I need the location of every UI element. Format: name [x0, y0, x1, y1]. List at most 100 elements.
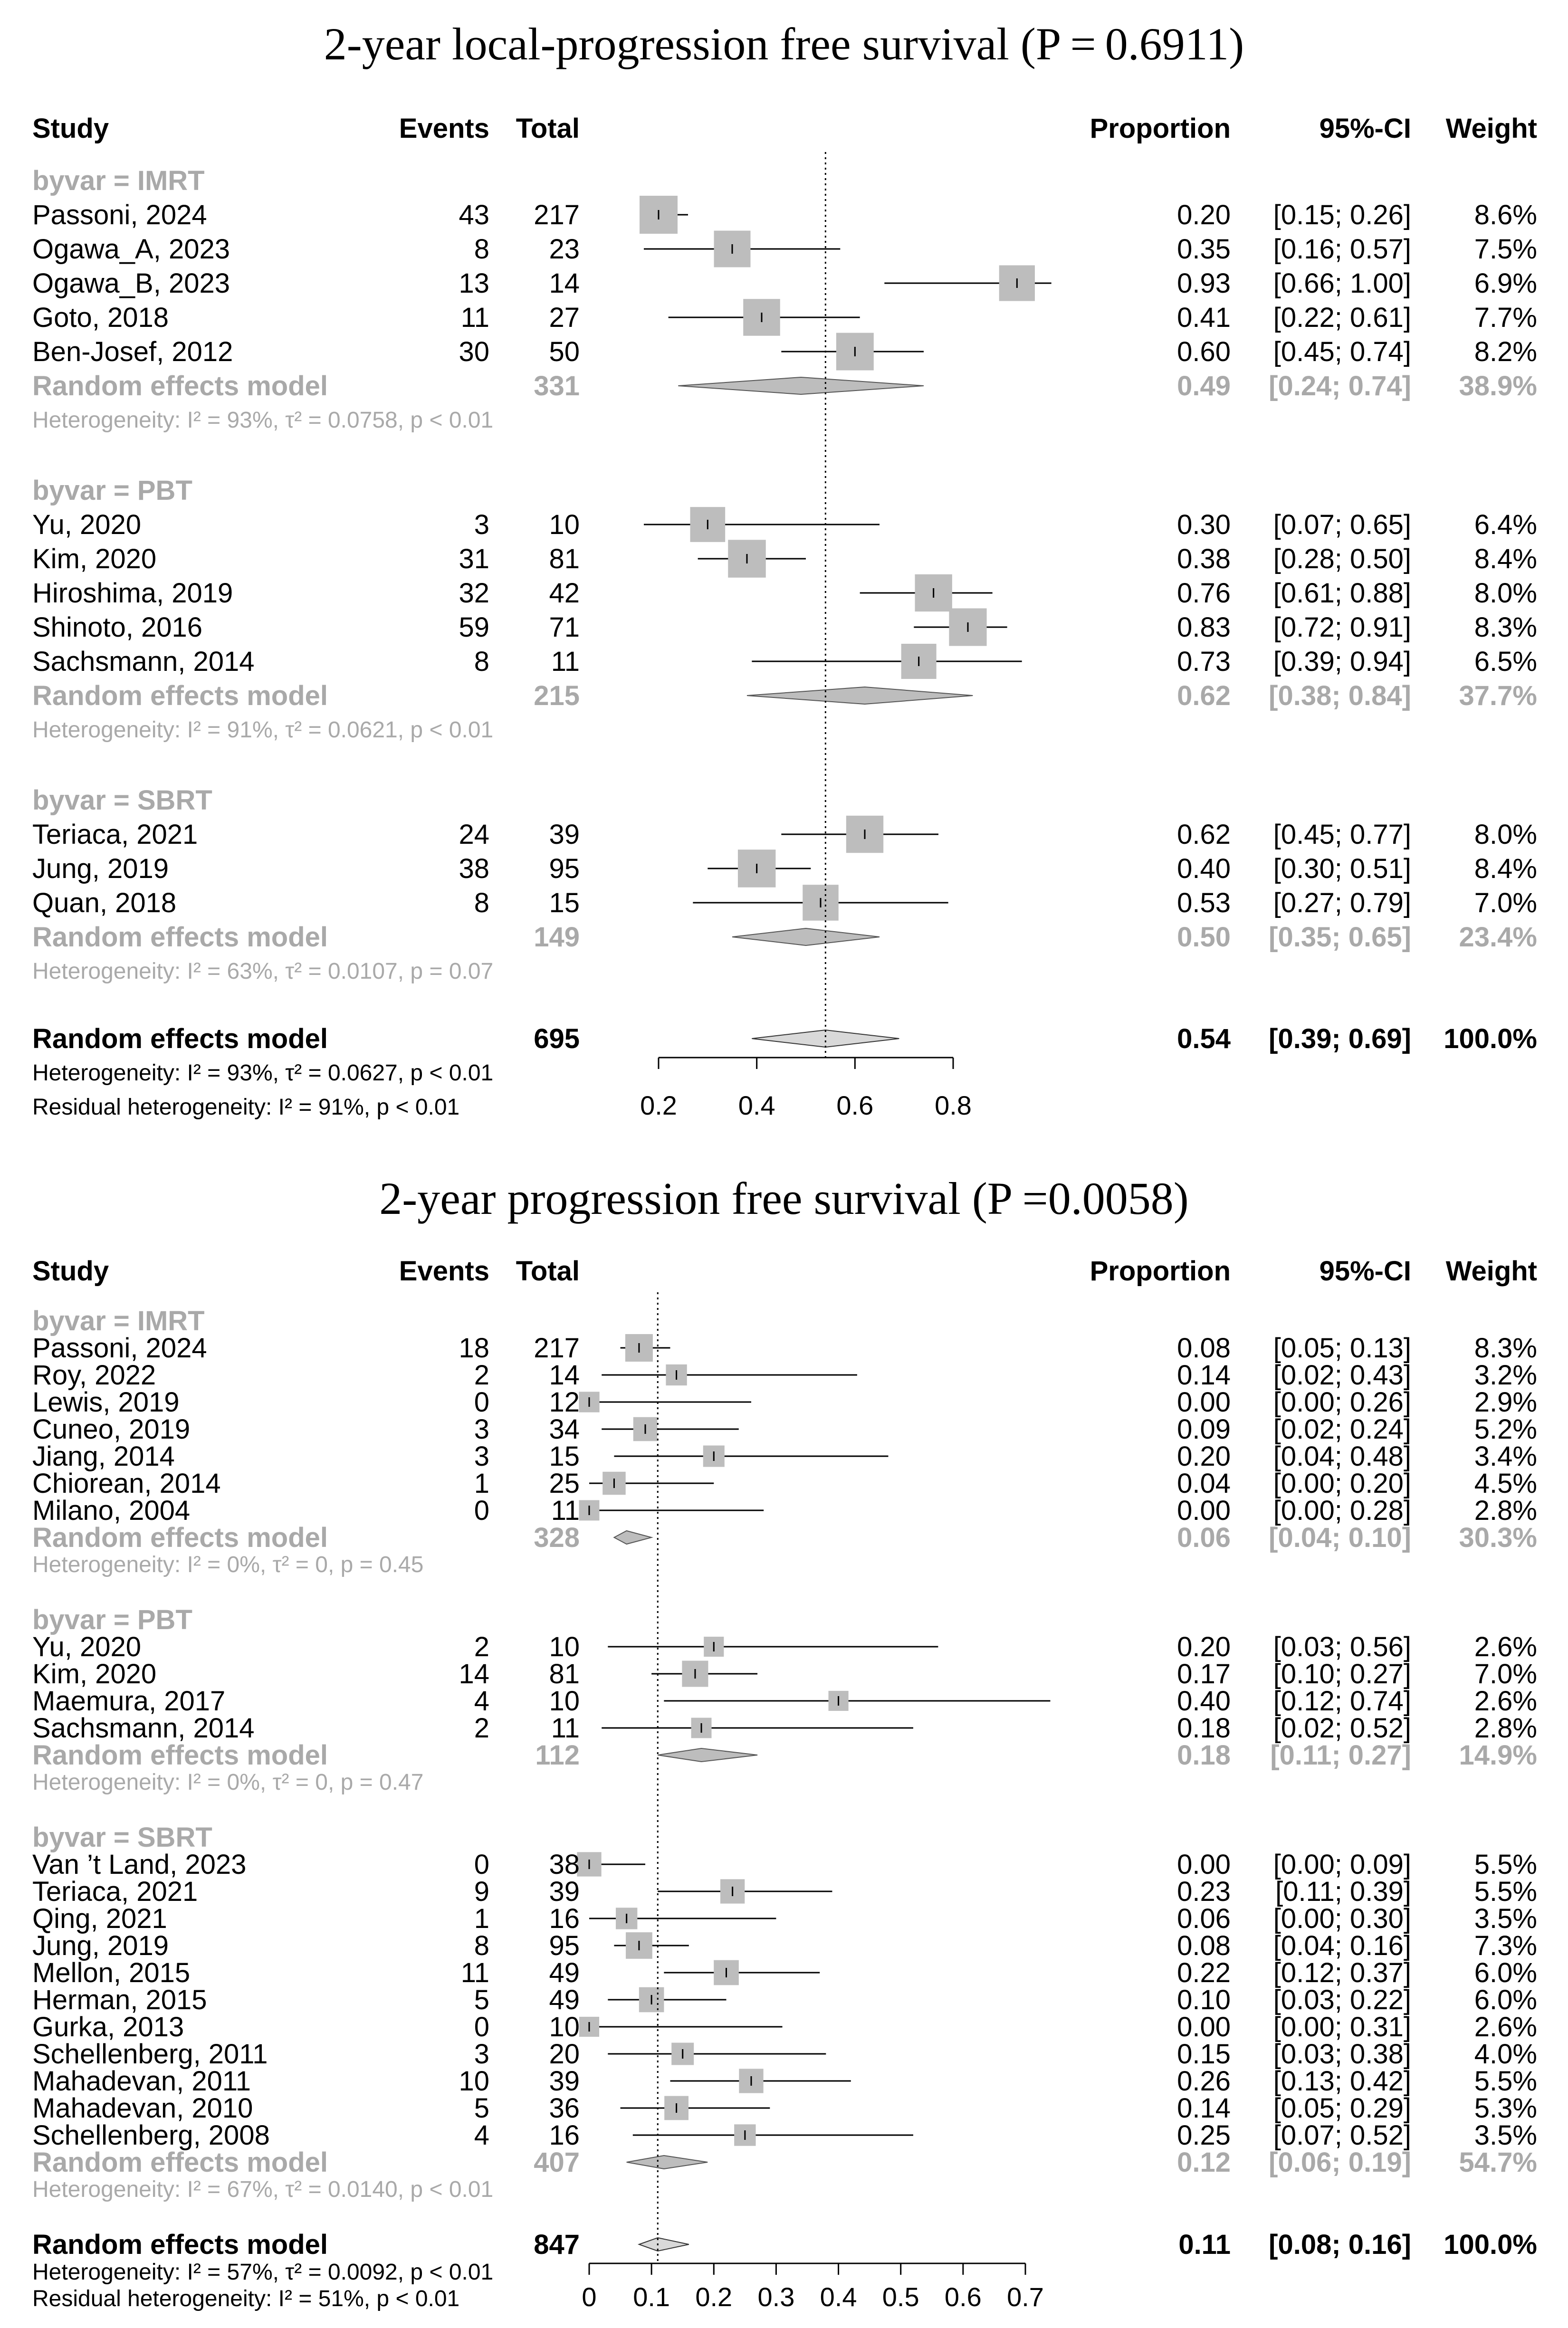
study-weight: 8.3%: [1474, 1333, 1537, 1364]
study-weight: 8.0%: [1474, 578, 1537, 609]
study-events: 8: [474, 1930, 489, 1961]
subgroup-re-proportion: 0.12: [1177, 2147, 1231, 2178]
study-weight: 6.5%: [1474, 646, 1537, 677]
study-ci: [0.13; 0.42]: [1273, 2066, 1411, 2097]
study-total: 15: [549, 887, 580, 918]
study-ci: [0.45; 0.77]: [1273, 819, 1411, 850]
study-total: 50: [549, 336, 580, 367]
study-total: 81: [549, 544, 580, 574]
study-total: 39: [549, 819, 580, 850]
subgroup-re-ci: [0.04; 0.10]: [1269, 1522, 1411, 1553]
subgroup-heterogeneity: Heterogeneity: I² = 0%, τ² = 0, p = 0.45: [32, 1552, 423, 1577]
study-total: 95: [549, 1930, 580, 1961]
study-weight: 8.4%: [1474, 853, 1537, 884]
study-events: 2: [474, 1632, 489, 1662]
study-proportion: 0.83: [1177, 612, 1231, 643]
study-events: 38: [459, 853, 489, 884]
plot-marks: [577, 1292, 1051, 2275]
study-weight: 5.5%: [1474, 2066, 1537, 2097]
study-weight: 7.7%: [1474, 302, 1537, 333]
study-ci: [0.12; 0.74]: [1273, 1686, 1411, 1717]
study-weight: 3.5%: [1474, 2120, 1537, 2151]
study-weight: 7.0%: [1474, 887, 1537, 918]
study-total: 15: [549, 1441, 580, 1472]
study-total: 217: [534, 200, 580, 230]
study-total: 11: [551, 646, 580, 677]
study-events: 0: [474, 1849, 489, 1880]
study-weight: 5.3%: [1474, 2093, 1537, 2124]
study-name: Jiang, 2014: [32, 1441, 175, 1472]
subgroup-re-label: Random effects model: [32, 2147, 328, 2178]
group-label: byvar = SBRT: [32, 1822, 212, 1853]
study-weight: 6.9%: [1474, 268, 1537, 299]
subgroup-re-total: 112: [535, 1740, 580, 1771]
study-events: 9: [474, 1876, 489, 1907]
group-label: byvar = PBT: [32, 475, 192, 506]
study-ci: [0.05; 0.29]: [1273, 2093, 1411, 2124]
study-name: Lewis, 2019: [32, 1387, 180, 1418]
study-events: 3: [474, 1441, 489, 1472]
study-proportion: 0.06: [1177, 1903, 1231, 1934]
study-events: 24: [459, 819, 489, 850]
study-ci: [0.07; 0.65]: [1273, 509, 1411, 540]
overall-re-weight: 100.0%: [1444, 1023, 1537, 1054]
x-tick-label: 0.2: [695, 2282, 732, 2312]
study-proportion: 0.08: [1177, 1333, 1231, 1364]
study-weight: 5.5%: [1474, 1849, 1537, 1880]
overall-heterogeneity: Heterogeneity: I² = 57%, τ² = 0.0092, p …: [32, 2260, 493, 2285]
subgroup-re-weight: 23.4%: [1459, 922, 1537, 953]
study-proportion: 0.08: [1177, 1930, 1231, 1961]
study-ci: [0.15; 0.26]: [1273, 200, 1411, 230]
study-name: Mahadevan, 2010: [32, 2093, 253, 2124]
study-total: 27: [549, 302, 580, 333]
study-ci: [0.11; 0.39]: [1275, 1876, 1411, 1907]
study-proportion: 0.53: [1177, 887, 1231, 918]
study-name: Kim, 2020: [32, 544, 156, 574]
subgroup-re-weight: 30.3%: [1459, 1522, 1537, 1553]
study-name: Cuneo, 2019: [32, 1414, 190, 1445]
group-label: byvar = IMRT: [32, 165, 205, 196]
subgroup-re-proportion: 0.18: [1177, 1740, 1231, 1771]
subgroup-re-ci: [0.38; 0.84]: [1269, 680, 1411, 711]
study-proportion: 0.60: [1177, 336, 1231, 367]
study-ci: [0.00; 0.28]: [1273, 1495, 1411, 1526]
study-ci: [0.10; 0.27]: [1273, 1659, 1411, 1689]
study-proportion: 0.18: [1177, 1713, 1231, 1744]
study-proportion: 0.22: [1177, 1957, 1231, 1988]
study-events: 18: [459, 1333, 489, 1364]
subgroup-re-label: Random effects model: [32, 371, 328, 401]
study-total: 11: [551, 1495, 580, 1526]
study-ci: [0.00; 0.20]: [1273, 1468, 1411, 1499]
study-events: 59: [459, 612, 489, 643]
study-name: Maemura, 2017: [32, 1686, 225, 1717]
study-total: 71: [549, 612, 580, 643]
subgroup-heterogeneity: Heterogeneity: I² = 91%, τ² = 0.0621, p …: [32, 717, 493, 743]
study-ci: [0.72; 0.91]: [1273, 612, 1411, 643]
study-weight: 2.8%: [1474, 1495, 1537, 1526]
study-total: 14: [549, 268, 580, 299]
study-events: 13: [459, 268, 489, 299]
overall-re-label: Random effects model: [32, 1023, 328, 1054]
group-label: byvar = SBRT: [32, 785, 212, 816]
study-weight: 4.5%: [1474, 1468, 1537, 1499]
study-name: Yu, 2020: [32, 509, 141, 540]
study-events: 5: [474, 1985, 489, 2015]
study-proportion: 0.30: [1177, 509, 1231, 540]
subgroup-re-ci: [0.35; 0.65]: [1269, 922, 1411, 953]
study-total: 34: [549, 1414, 580, 1445]
study-weight: 8.6%: [1474, 200, 1537, 230]
header-study: Study: [32, 1256, 109, 1287]
study-proportion: 0.00: [1177, 1387, 1231, 1418]
study-name: Shinoto, 2016: [32, 612, 202, 643]
study-weight: 2.8%: [1474, 1713, 1537, 1744]
group-label: byvar = IMRT: [32, 1306, 205, 1336]
study-weight: 7.3%: [1474, 1930, 1537, 1961]
header-events: Events: [399, 1256, 489, 1287]
study-name: Quan, 2018: [32, 887, 176, 918]
x-tick-label: 0.6: [945, 2282, 982, 2312]
study-total: 36: [549, 2093, 580, 2124]
study-ci: [0.39; 0.94]: [1273, 646, 1411, 677]
study-events: 8: [474, 234, 489, 265]
subgroup-re-total: 331: [534, 371, 580, 401]
study-events: 11: [461, 302, 489, 333]
